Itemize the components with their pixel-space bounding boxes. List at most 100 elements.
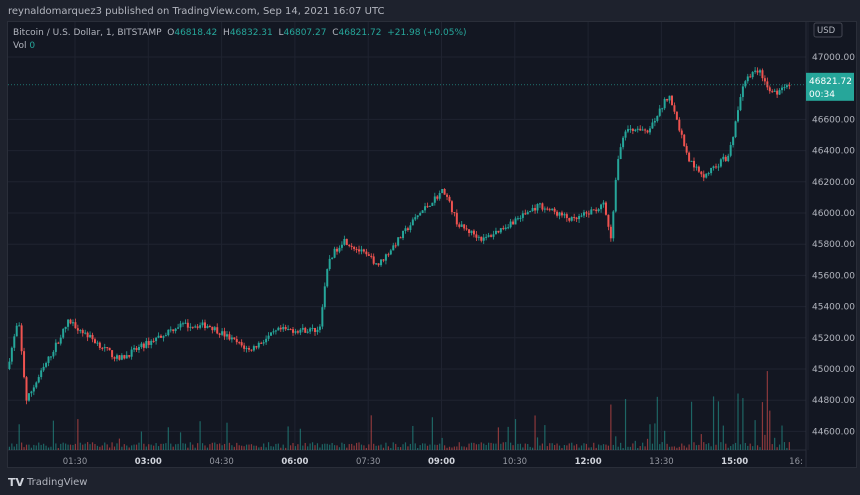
tradingview-logo[interactable]: 𝗧𝗩 TradingView bbox=[8, 476, 87, 489]
candle-body bbox=[551, 208, 554, 211]
candle-body bbox=[404, 228, 407, 231]
candle-body bbox=[54, 342, 57, 352]
candle-body bbox=[497, 230, 500, 233]
candle-body bbox=[428, 205, 431, 207]
candle-body bbox=[314, 327, 317, 332]
candle-body bbox=[729, 145, 732, 156]
volume-bar bbox=[35, 445, 37, 450]
chart-legend: Bitcoin / U.S. Dollar, 1, BITSTAMP O4681… bbox=[13, 27, 467, 53]
candle-body bbox=[135, 347, 138, 351]
candle-body bbox=[688, 152, 691, 162]
candle-body bbox=[546, 208, 549, 210]
candle-body bbox=[619, 147, 622, 160]
candle-body bbox=[328, 258, 331, 270]
volume-bar bbox=[590, 447, 592, 450]
volume-bar bbox=[138, 442, 140, 450]
volume-bar bbox=[304, 442, 306, 450]
volume-bar bbox=[87, 442, 89, 450]
volume-bar bbox=[612, 444, 614, 450]
candle-body bbox=[223, 331, 226, 337]
candle-body bbox=[759, 70, 762, 73]
candle-body bbox=[675, 111, 678, 120]
candle-body bbox=[448, 196, 451, 202]
volume-bar bbox=[622, 447, 624, 450]
volume-bar bbox=[453, 446, 455, 450]
volume-bar bbox=[673, 446, 676, 450]
candle-body bbox=[785, 85, 788, 88]
volume-bar bbox=[258, 447, 260, 450]
volume-bar bbox=[135, 444, 138, 450]
candle-body bbox=[91, 334, 94, 340]
candle-body bbox=[355, 249, 358, 251]
candle-body bbox=[101, 347, 104, 349]
volume-bar bbox=[201, 443, 204, 450]
candle-body bbox=[631, 128, 634, 131]
candle-body bbox=[514, 218, 517, 225]
candle-body bbox=[196, 326, 199, 328]
volume-bar bbox=[580, 445, 583, 450]
volume-bar bbox=[514, 419, 517, 450]
volume-bar bbox=[79, 442, 81, 450]
volume-bar bbox=[656, 396, 658, 450]
candle-body bbox=[565, 214, 568, 219]
volume-bar bbox=[55, 443, 57, 450]
candle-body bbox=[172, 329, 175, 332]
candle-body bbox=[169, 329, 172, 331]
volume-bar bbox=[490, 442, 492, 450]
volume-bar bbox=[65, 443, 67, 450]
volume-bar bbox=[646, 438, 649, 450]
candle-body bbox=[20, 325, 23, 352]
volume-bar bbox=[424, 443, 426, 450]
volume-bar bbox=[47, 447, 50, 450]
candle-body bbox=[118, 355, 121, 360]
candle-body bbox=[279, 327, 282, 330]
price-chart[interactable]: 47000.00 46600.00 46400.00 46200.00 46000.00… bbox=[8, 22, 856, 467]
volume-bar bbox=[404, 442, 407, 450]
candle-body bbox=[438, 193, 441, 199]
candle-body bbox=[372, 256, 375, 264]
volume-bar bbox=[727, 447, 729, 450]
time-tick-label: 01:30 bbox=[63, 457, 88, 467]
candle-body bbox=[108, 347, 111, 351]
candle-body bbox=[477, 236, 480, 238]
volume-bar bbox=[527, 444, 529, 450]
currency-badge[interactable] bbox=[813, 22, 843, 38]
volume-bar bbox=[781, 425, 783, 450]
candle-body bbox=[233, 337, 236, 340]
candle-body bbox=[590, 209, 593, 215]
candle-body bbox=[692, 160, 695, 168]
volume-bar bbox=[426, 445, 429, 450]
candle-body bbox=[560, 212, 563, 216]
time-tick-label: 07:30 bbox=[356, 457, 381, 467]
candle-body bbox=[499, 228, 502, 233]
candle-body bbox=[213, 327, 216, 331]
volume-bar bbox=[629, 446, 632, 450]
time-tick-label: 15:00 bbox=[721, 457, 748, 467]
volume-bar bbox=[558, 445, 561, 450]
volume-bar bbox=[160, 443, 162, 450]
candle-body bbox=[345, 238, 348, 245]
candle-body bbox=[10, 347, 13, 362]
symbol-name[interactable]: Bitcoin / U.S. Dollar, 1, BITSTAMP bbox=[13, 28, 162, 38]
volume-bar bbox=[461, 446, 463, 450]
volume-bar bbox=[248, 444, 250, 450]
candle-body bbox=[556, 211, 559, 216]
candle-body bbox=[543, 208, 546, 210]
candle-body bbox=[636, 128, 639, 130]
volume-bar bbox=[270, 446, 272, 450]
candle-body bbox=[389, 250, 392, 255]
candle-body bbox=[710, 167, 713, 174]
candle-body bbox=[194, 326, 197, 328]
volume-bar bbox=[512, 445, 514, 450]
volume-bar bbox=[153, 445, 155, 450]
candle-body bbox=[712, 166, 715, 168]
volume-bar bbox=[668, 446, 671, 450]
candle-body bbox=[685, 146, 688, 153]
volume-bar bbox=[536, 437, 539, 450]
candle-body bbox=[284, 326, 287, 330]
candle-body bbox=[257, 342, 260, 348]
candle-body bbox=[292, 329, 295, 333]
candle-body bbox=[548, 209, 551, 211]
volume-bar bbox=[500, 443, 502, 450]
candle-body bbox=[362, 249, 365, 252]
